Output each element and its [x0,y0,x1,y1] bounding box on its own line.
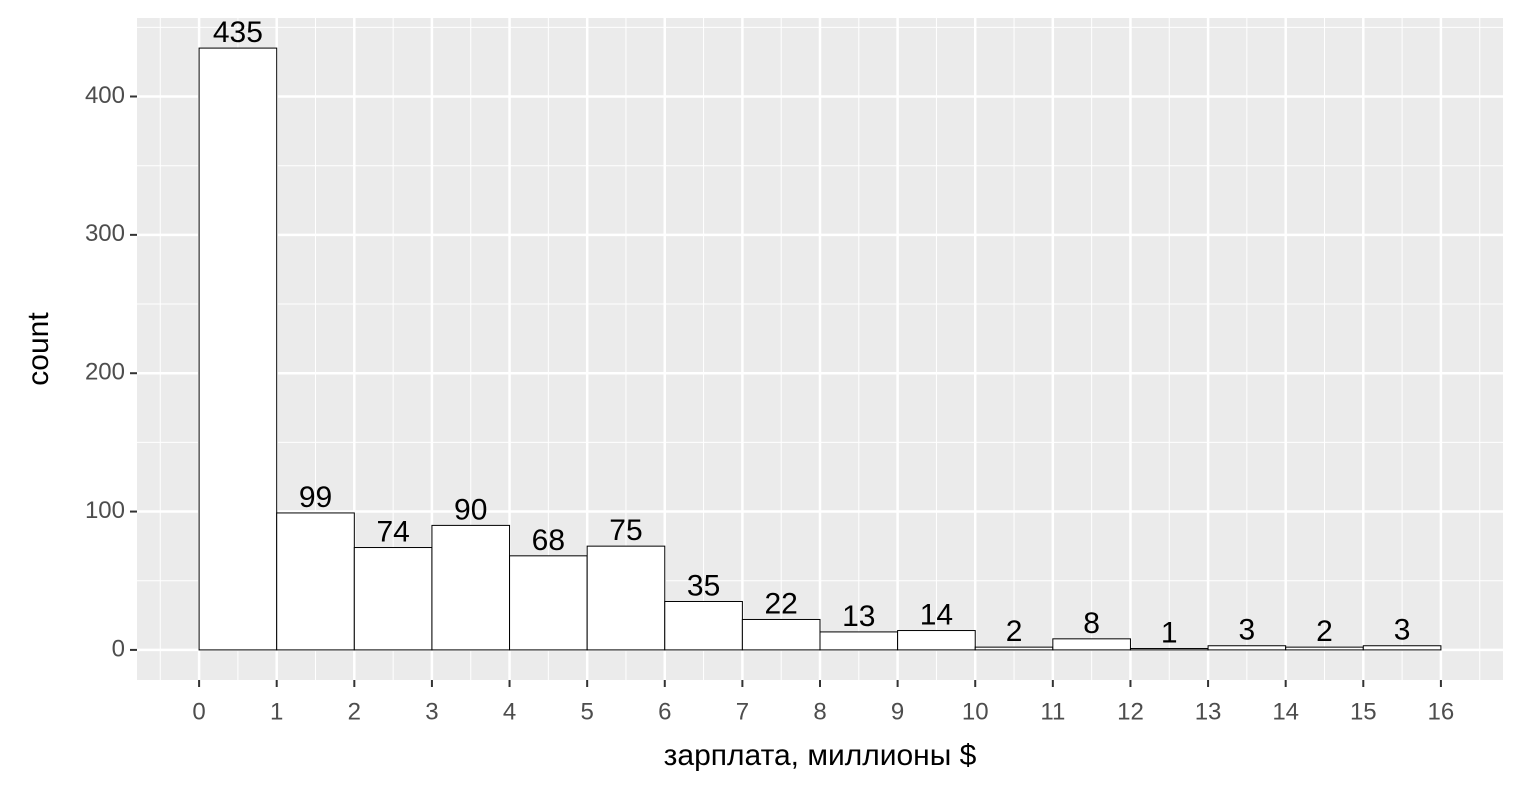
y-tick-label: 400 [85,82,125,109]
y-axis-title: count [22,312,55,386]
data-label: 435 [213,16,263,49]
bar [276,512,355,651]
data-label: 14 [920,598,953,631]
data-label: 99 [299,481,332,514]
bar [897,630,976,651]
x-tick-label: 11 [1040,698,1065,725]
data-label: 90 [454,493,487,526]
x-tick-label: 0 [192,698,205,725]
x-tick-label: 6 [658,698,671,725]
x-tick-label: 16 [1428,698,1455,725]
x-tick-label: 4 [503,698,516,725]
bar [586,545,666,651]
data-label: 3 [1394,614,1411,647]
data-label: 22 [765,587,798,620]
x-tick-label: 9 [891,698,904,725]
data-label: 8 [1083,607,1100,640]
x-tick-label: 12 [1117,698,1144,725]
x-tick-label: 10 [962,698,989,725]
data-label: 2 [1316,615,1333,648]
x-tick-label: 2 [348,698,361,725]
y-tick-label: 0 [112,635,125,662]
data-label: 35 [687,569,720,602]
bar [1362,645,1442,651]
bar [819,631,899,651]
bar [198,47,278,651]
x-tick-label: 3 [425,698,438,725]
y-tick-label: 100 [85,497,125,524]
x-tick-label: 13 [1195,698,1222,725]
x-axis-title: зарплата, миллионы $ [664,739,977,772]
data-label: 2 [1006,615,1023,648]
data-label: 74 [376,515,409,548]
x-tick-label: 1 [270,698,283,725]
data-label: 68 [532,524,565,557]
bar [664,600,743,651]
data-label: 13 [842,600,875,633]
bar [741,618,821,651]
x-tick-label: 5 [580,698,593,725]
bar [431,524,511,651]
data-label: 75 [609,514,642,547]
y-tick-label: 200 [85,359,125,386]
x-tick-label: 15 [1350,698,1377,725]
x-tick-label: 7 [736,698,749,725]
data-label: 1 [1161,616,1178,649]
bar [1052,638,1131,651]
x-tick-label: 8 [813,698,826,725]
x-tick-label: 14 [1272,698,1299,725]
bar [353,547,433,651]
data-label: 3 [1239,614,1256,647]
y-tick-label: 300 [85,220,125,247]
bar [509,555,588,651]
